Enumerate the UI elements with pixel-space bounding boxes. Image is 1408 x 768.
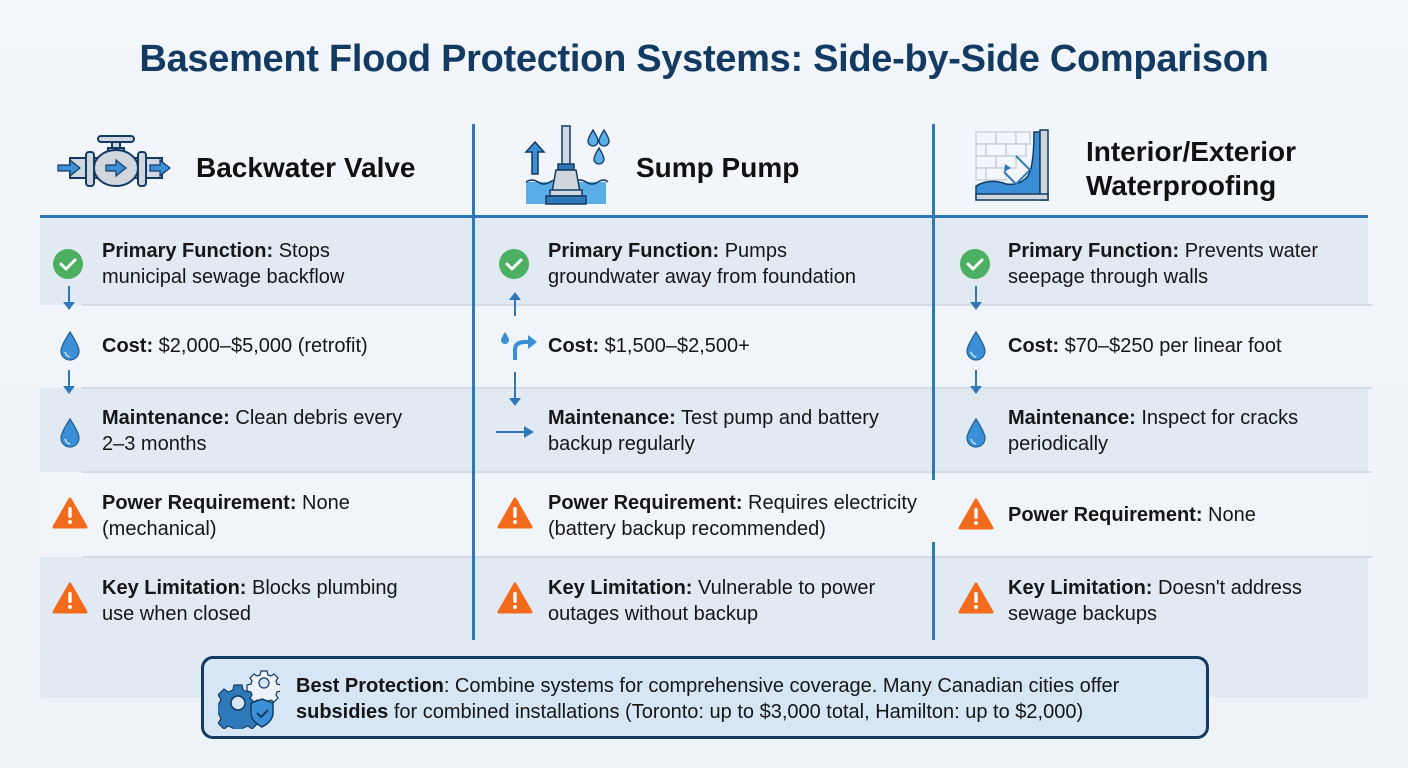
cell-backwater-power: Power Requirement: None (mechanical) [102,492,350,540]
cell-backwater-cost: Cost: $2,000–$5,000 (retrofit) [102,335,368,357]
water-drop-icon [966,330,986,366]
sump-pump-icon [522,124,612,211]
row-band-maintenance [40,388,1368,472]
warning-icon [958,582,994,619]
row-separator [82,471,1372,473]
callout-text: Best Protection: Combine systems for com… [296,675,1120,723]
cell-waterproofing-cost: Cost: $70–$250 per linear foot [1008,335,1282,357]
water-drop-turn-arrow-icon [500,330,540,365]
warning-icon [52,582,88,619]
water-drop-icon [60,417,80,453]
cell-sump-maintenance: Maintenance: Test pump and battery backu… [548,407,879,455]
best-protection-callout: Best Protection: Combine systems for com… [201,656,1209,739]
row-separator [82,556,1372,558]
water-drop-icon [60,330,80,366]
waterproofing-wall-icon [974,126,1054,211]
column-title: Backwater Valve [196,151,416,183]
page-title: Basement Flood Protection Systems: Side-… [139,38,1269,80]
down-arrow-icon [62,370,76,401]
cell-waterproofing-primary-function: Primary Function: Prevents water seepage… [1008,240,1319,288]
column-divider [932,124,935,480]
row-separator [82,387,1372,389]
down-arrow-icon [62,286,76,317]
cell-backwater-maintenance: Maintenance: Clean debris every 2–3 mont… [102,407,403,455]
check-circle-icon [959,248,991,285]
down-arrow-icon [508,372,522,413]
cell-waterproofing-power: Power Requirement: None [1008,504,1256,526]
row-band-cost [40,305,1368,388]
check-circle-icon [52,248,84,285]
check-circle-icon [498,248,530,285]
warning-icon [497,582,533,619]
column-divider [472,124,475,640]
cell-sump-primary-function: Primary Function: Pumps groundwater away… [548,240,856,288]
right-arrow-icon [496,425,536,444]
row-band-primary-function [40,218,1368,305]
cell-sump-power: Power Requirement: Requires electricity … [548,492,917,540]
warning-icon [958,498,994,535]
gears-shield-icon [213,669,282,734]
up-arrow-icon [508,290,522,321]
cell-sump-limitation: Key Limitation: Vulnerable to power outa… [548,577,876,625]
cell-backwater-primary-function: Primary Function: Stops municipal sewage… [102,240,345,288]
column-header-backwater-valve: Backwater Valve [56,130,416,205]
warning-icon [497,497,533,534]
cell-backwater-limitation: Key Limitation: Blocks plumbing use when… [102,577,398,625]
cell-waterproofing-limitation: Key Limitation: Doesn't address sewage b… [1008,577,1302,625]
water-drop-icon [966,417,986,453]
row-band-power [40,472,1368,557]
column-header-waterproofing: Interior/Exterior Waterproofing [974,126,1296,211]
column-title: Sump Pump [636,151,800,183]
row-separator [82,304,1372,306]
column-title: Interior/Exterior Waterproofing [1086,135,1297,201]
valve-icon [56,130,176,205]
column-header-sump-pump: Sump Pump [522,124,799,211]
cell-waterproofing-maintenance: Maintenance: Inspect for cracks periodic… [1008,407,1299,455]
cell-sump-cost: Cost: $1,500–$2,500+ [548,335,750,357]
down-arrow-icon [969,370,983,401]
warning-icon [52,497,88,534]
header-divider [40,215,1368,218]
column-divider [932,542,935,640]
down-arrow-icon [969,286,983,317]
